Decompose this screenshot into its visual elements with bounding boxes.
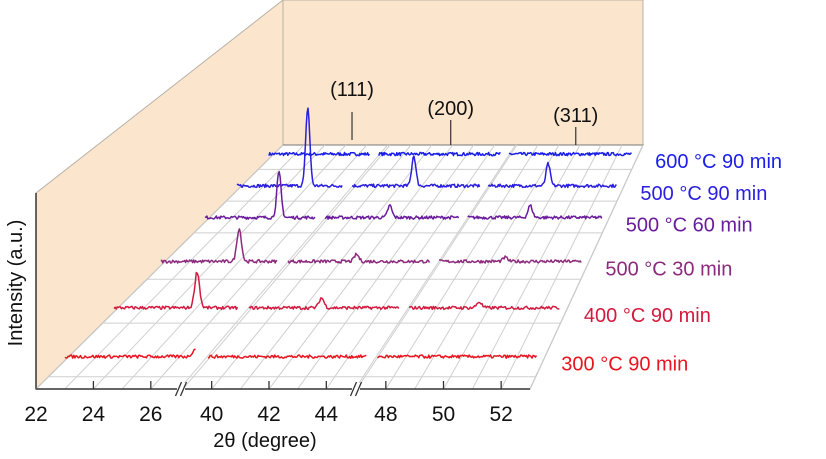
x-tick-label: 40 — [200, 403, 223, 426]
grid-line — [93, 144, 326, 390]
trace-segment — [207, 354, 367, 359]
series-trace — [268, 151, 633, 157]
trace-segment — [408, 301, 560, 311]
trace-segment — [113, 271, 239, 311]
axis-break-icon — [174, 381, 183, 397]
trace-segment — [438, 255, 582, 264]
x-tick-label: 42 — [257, 403, 280, 426]
series-trace — [64, 348, 538, 359]
trace-segment — [351, 155, 481, 189]
axis-break-gap — [177, 383, 185, 395]
x-tick-label: 52 — [489, 403, 512, 426]
trace-segment — [268, 151, 370, 157]
axis-break-icon — [179, 381, 188, 397]
trace-segment — [378, 151, 501, 157]
axis-break-icon — [354, 381, 363, 397]
x-tick-label: 24 — [82, 403, 106, 426]
x-tick-label: 26 — [139, 403, 162, 426]
trace-segment — [377, 354, 538, 359]
series-labels: 300 °C 90 min 400 °C 90 min 500 °C 30 min 5… — [561, 151, 782, 376]
trace-segment — [508, 151, 633, 157]
floor-grid — [35, 144, 644, 390]
series-trace — [113, 271, 560, 311]
grid-line — [121, 144, 347, 390]
x-tick-label: 22 — [24, 403, 47, 426]
x-tick-label: 48 — [374, 403, 397, 426]
series-traces — [64, 107, 633, 359]
axis-break-gap — [352, 383, 360, 395]
trace-segment — [287, 252, 431, 264]
trace-segment — [324, 204, 460, 220]
series-label: 600 °C 90 min — [655, 151, 782, 173]
axis-break-icon — [349, 381, 358, 397]
series-trace — [160, 228, 582, 264]
y-axis-title: Intensity (a.u.) — [5, 220, 27, 347]
trace-segment — [160, 228, 278, 264]
grid-line — [35, 144, 284, 390]
series-trace — [236, 107, 617, 189]
x-tick-label: 50 — [432, 403, 455, 426]
peak-label: (311) — [553, 105, 598, 127]
grid-line — [471, 144, 602, 390]
series-label: 500 °C 90 min — [640, 183, 767, 205]
grid-line — [529, 144, 644, 390]
trace-segment — [487, 161, 617, 189]
series-label: 500 °C 60 min — [626, 215, 753, 237]
x-tick-label: 44 — [315, 403, 339, 426]
back-wall — [282, 0, 644, 146]
x-axis-title: 2θ (degree) — [213, 430, 316, 452]
series-label: 500 °C 30 min — [605, 258, 732, 280]
peak-label: (200) — [427, 98, 474, 120]
grid-line — [211, 144, 412, 390]
trace-segment — [64, 348, 196, 359]
x-axis: 22 24 26 40 42 44 48 50 52 — [24, 381, 530, 426]
series-label: 300 °C 90 min — [561, 354, 688, 376]
trace-segment — [248, 297, 400, 311]
peak-annotations: (111) (200) (311) — [330, 79, 598, 145]
peak-label: (111) — [330, 79, 374, 101]
trace-segment — [236, 107, 343, 189]
trace-segment — [204, 171, 316, 220]
series-label: 400 °C 90 min — [584, 305, 711, 327]
trace-segment — [467, 204, 603, 220]
series-trace — [204, 171, 603, 220]
chart-walls — [34, 0, 644, 391]
